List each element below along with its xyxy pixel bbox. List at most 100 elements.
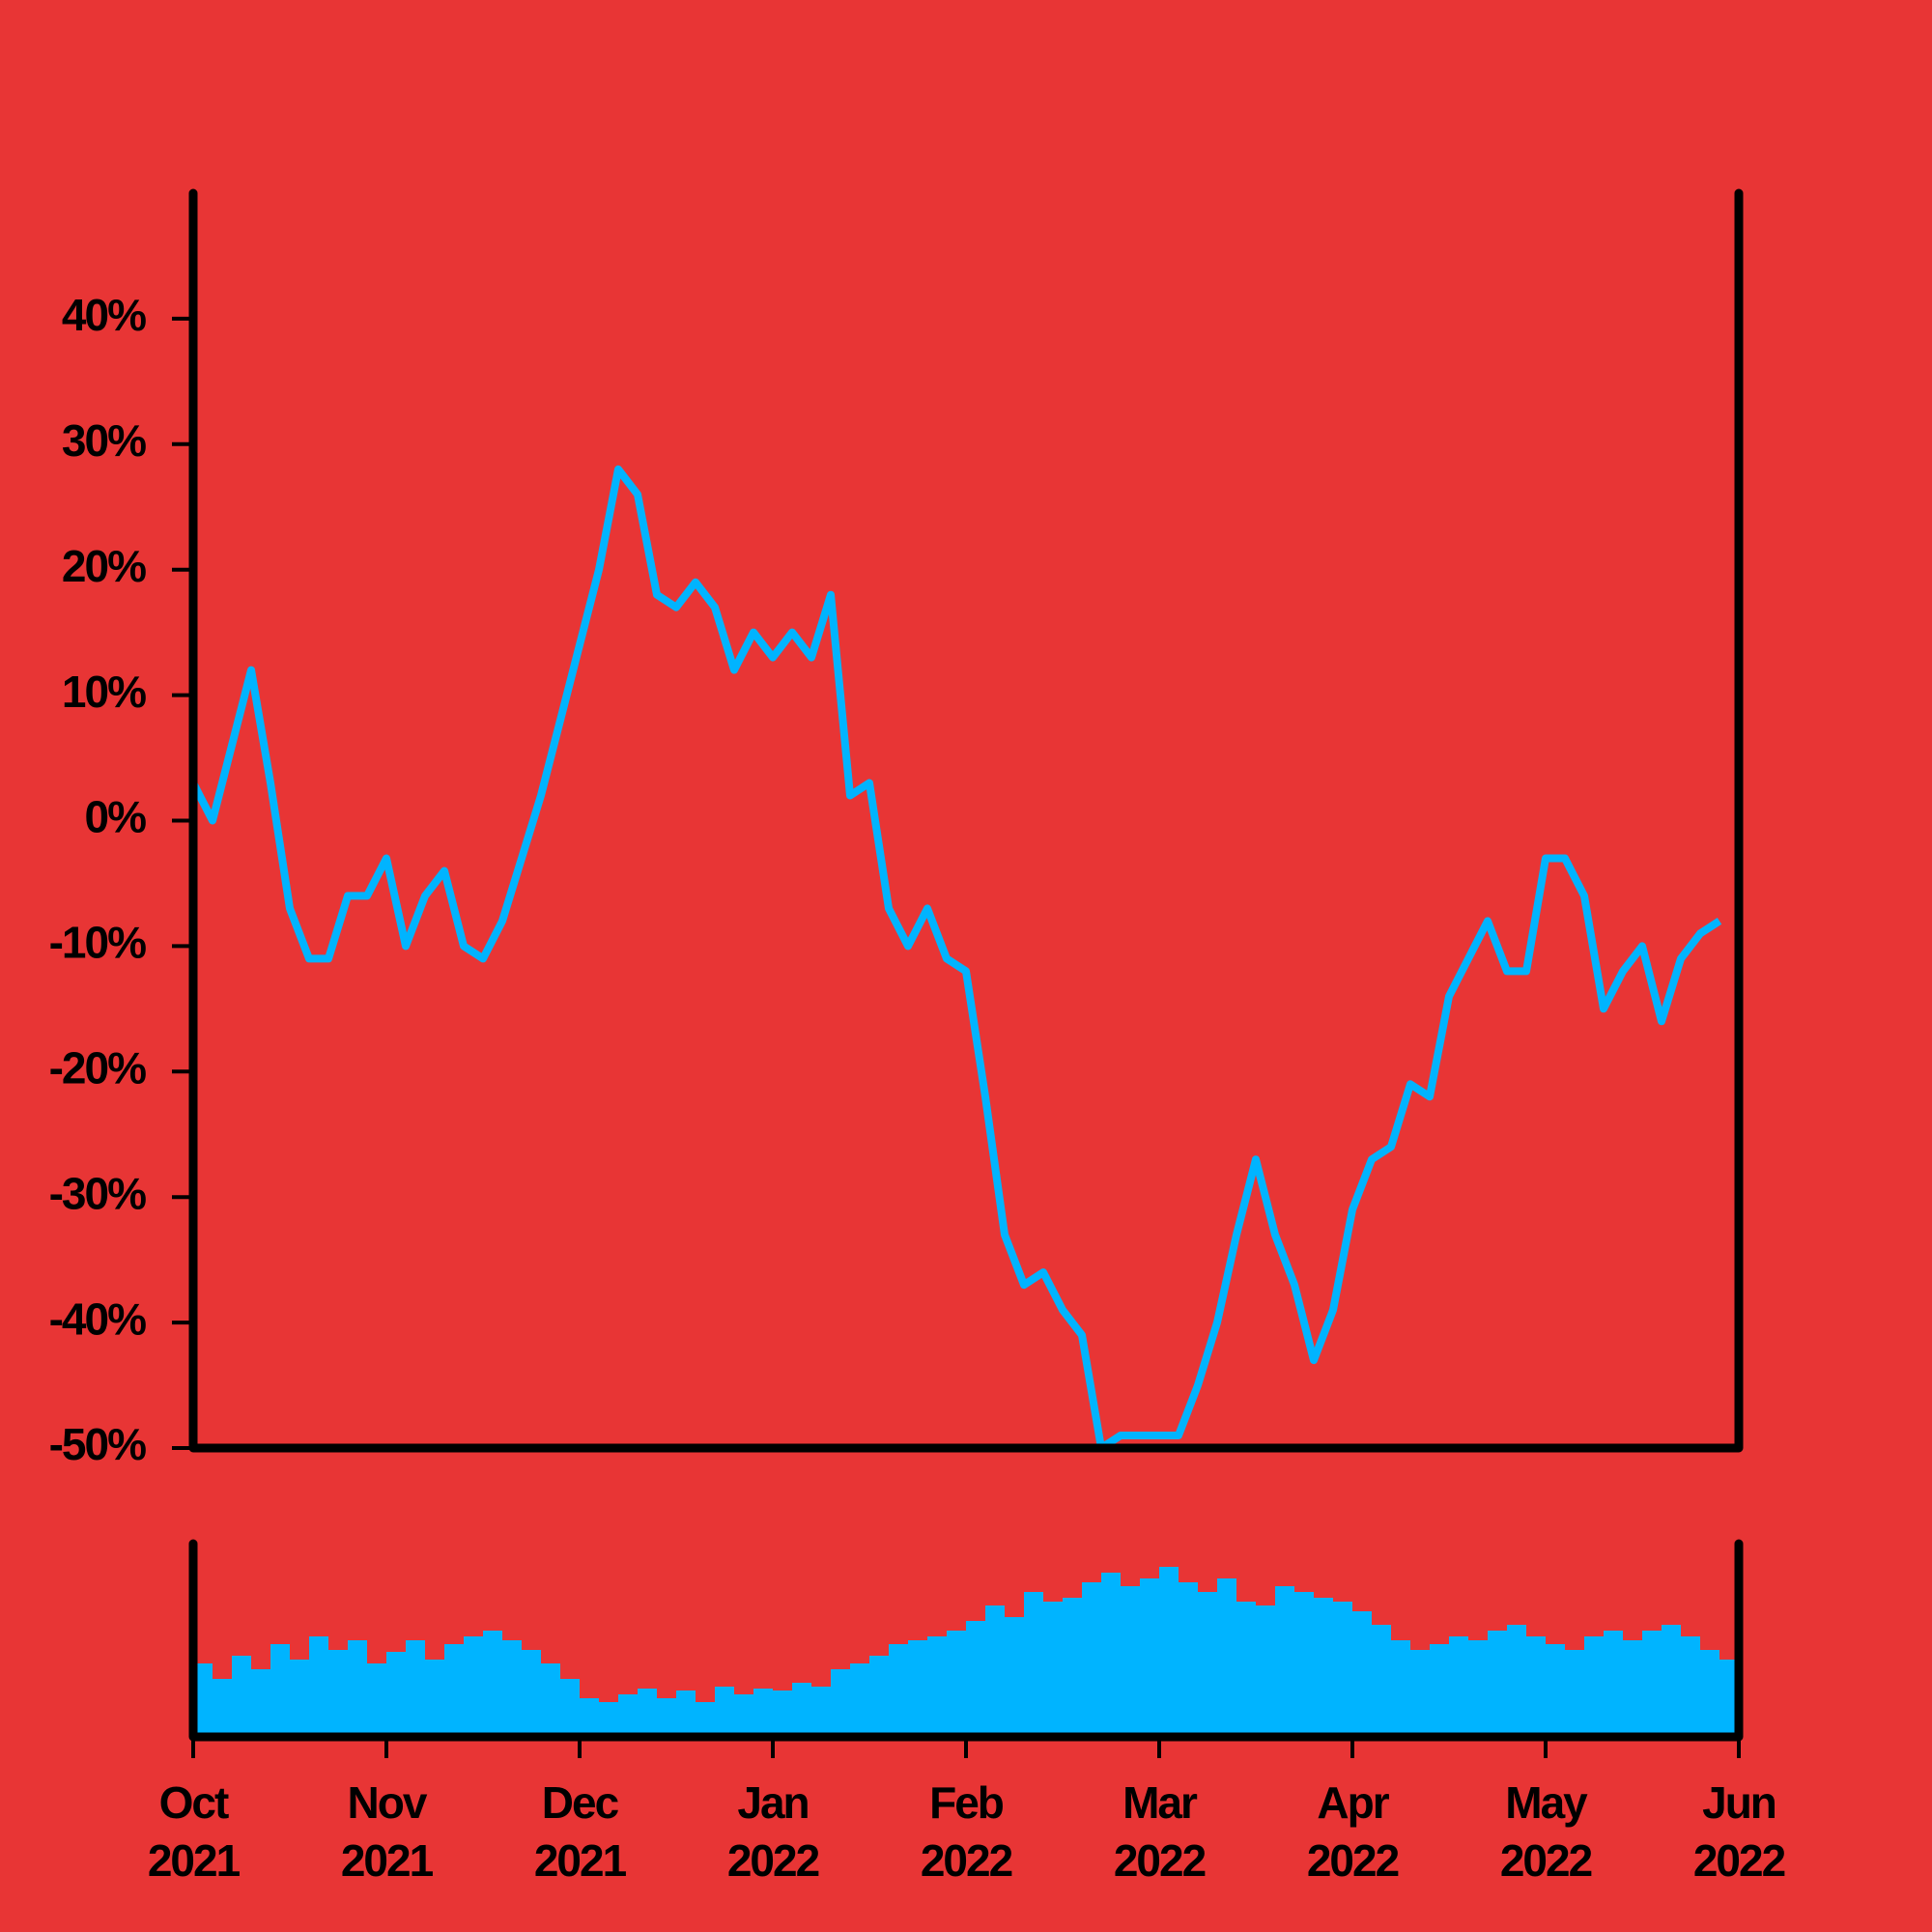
volume-bar [869, 1656, 889, 1737]
volume-bar [753, 1689, 773, 1737]
volume-bar [850, 1663, 869, 1737]
volume-bar [1642, 1631, 1662, 1737]
volume-bar [618, 1694, 638, 1737]
volume-bar [1449, 1636, 1468, 1737]
x-tick-label: Jun 2022 [1692, 1777, 1786, 1886]
volume-bar [213, 1679, 232, 1737]
volume-bar [1159, 1567, 1179, 1737]
volume-bar [773, 1690, 792, 1737]
volume-bar [1063, 1598, 1082, 1737]
x-tick-label: Feb 2022 [920, 1777, 1013, 1886]
line-series [189, 465, 1722, 1452]
volume-bar [425, 1660, 444, 1737]
volume-bar [1468, 1640, 1488, 1737]
y-tick-label: -50% [49, 1419, 146, 1469]
volume-bar [1391, 1640, 1410, 1737]
volume-bar [1700, 1650, 1719, 1737]
volume-bar [657, 1698, 676, 1737]
y-tick-label: 20% [62, 541, 146, 591]
volume-bar [811, 1687, 831, 1737]
volume-bar [599, 1702, 618, 1737]
volume-bar [1662, 1625, 1681, 1737]
volume-bar [1372, 1625, 1391, 1737]
volume-bar [251, 1669, 270, 1737]
volume-bar [270, 1644, 290, 1737]
x-tick-label: Jan 2022 [726, 1777, 820, 1886]
volume-bar [1604, 1631, 1623, 1737]
y-tick-label: -20% [49, 1042, 146, 1093]
volume-bar [290, 1660, 309, 1737]
volume-bar [1005, 1617, 1024, 1737]
volume-bar [328, 1650, 348, 1737]
x-tick-label: Oct 2021 [147, 1777, 241, 1886]
y-tick-label: -40% [49, 1293, 146, 1344]
volume-bar [367, 1663, 386, 1737]
volume-bar [1681, 1636, 1700, 1737]
x-tick-label: Dec 2021 [533, 1777, 627, 1886]
volume-bar [638, 1689, 657, 1737]
volume-bar [1488, 1631, 1507, 1737]
volume-bar [483, 1631, 502, 1737]
volume-bar [1043, 1602, 1063, 1737]
volume-bar [1198, 1592, 1217, 1737]
y-tick-label: 40% [62, 290, 146, 340]
y-tick-label: 10% [62, 667, 146, 717]
x-tick-label: Apr 2022 [1306, 1777, 1400, 1886]
volume-bar [1179, 1582, 1198, 1737]
volume-bar [1314, 1598, 1333, 1737]
volume-bar [927, 1636, 947, 1737]
volume-bar [1546, 1644, 1565, 1737]
y-tick-label: -10% [49, 918, 146, 968]
frame [188, 188, 1744, 1453]
volume-bar [1623, 1640, 1642, 1737]
volume-bar [831, 1669, 850, 1737]
volume-bar [1101, 1573, 1121, 1737]
volume-bar [696, 1702, 715, 1737]
volume-bar [1352, 1611, 1372, 1737]
volume-bar [1507, 1625, 1526, 1737]
x-tick-label: May 2022 [1499, 1777, 1593, 1886]
volume-bar [1275, 1586, 1294, 1737]
volume-bar [309, 1636, 328, 1737]
volume-bar [1236, 1602, 1256, 1737]
frame [188, 1539, 1744, 1742]
y-tick-label: -30% [49, 1168, 146, 1218]
volume-bar [502, 1640, 522, 1737]
volume-bar [889, 1644, 908, 1737]
volume-bar [1294, 1592, 1314, 1737]
volume-bar [1121, 1586, 1140, 1737]
volume-bar [193, 1663, 213, 1737]
volume-bar [985, 1605, 1005, 1737]
volume-bar [541, 1663, 560, 1737]
volume-bar [560, 1679, 580, 1737]
volume-bar [1719, 1660, 1739, 1737]
volume-bar [1256, 1605, 1275, 1737]
y-tick-label: 0% [85, 792, 147, 842]
volume-bar [676, 1690, 696, 1737]
volume-bar [464, 1636, 483, 1737]
volume-bar [1024, 1592, 1043, 1737]
y-tick-label: 30% [62, 415, 146, 466]
volume-bar [1140, 1578, 1159, 1737]
volume-bar [966, 1621, 985, 1737]
x-tick-label: Nov 2021 [340, 1777, 434, 1886]
volume-bar [580, 1698, 599, 1737]
volume-bar [1082, 1582, 1101, 1737]
volume-bar [1333, 1602, 1352, 1737]
volume-bar [734, 1694, 753, 1737]
volume-bar [444, 1644, 464, 1737]
volume-bar [232, 1656, 251, 1737]
volume-bar [908, 1640, 927, 1737]
volume-bar [715, 1687, 734, 1737]
volume-bar [406, 1640, 425, 1737]
volume-bar [1430, 1644, 1449, 1737]
x-tick-label: Mar 2022 [1113, 1777, 1207, 1886]
volume-bar [386, 1652, 406, 1737]
volume-bar [1410, 1650, 1430, 1737]
volume-bar [1217, 1578, 1236, 1737]
volume-bar [947, 1631, 966, 1737]
volume-bar [792, 1683, 811, 1737]
volume-bar [348, 1640, 367, 1737]
